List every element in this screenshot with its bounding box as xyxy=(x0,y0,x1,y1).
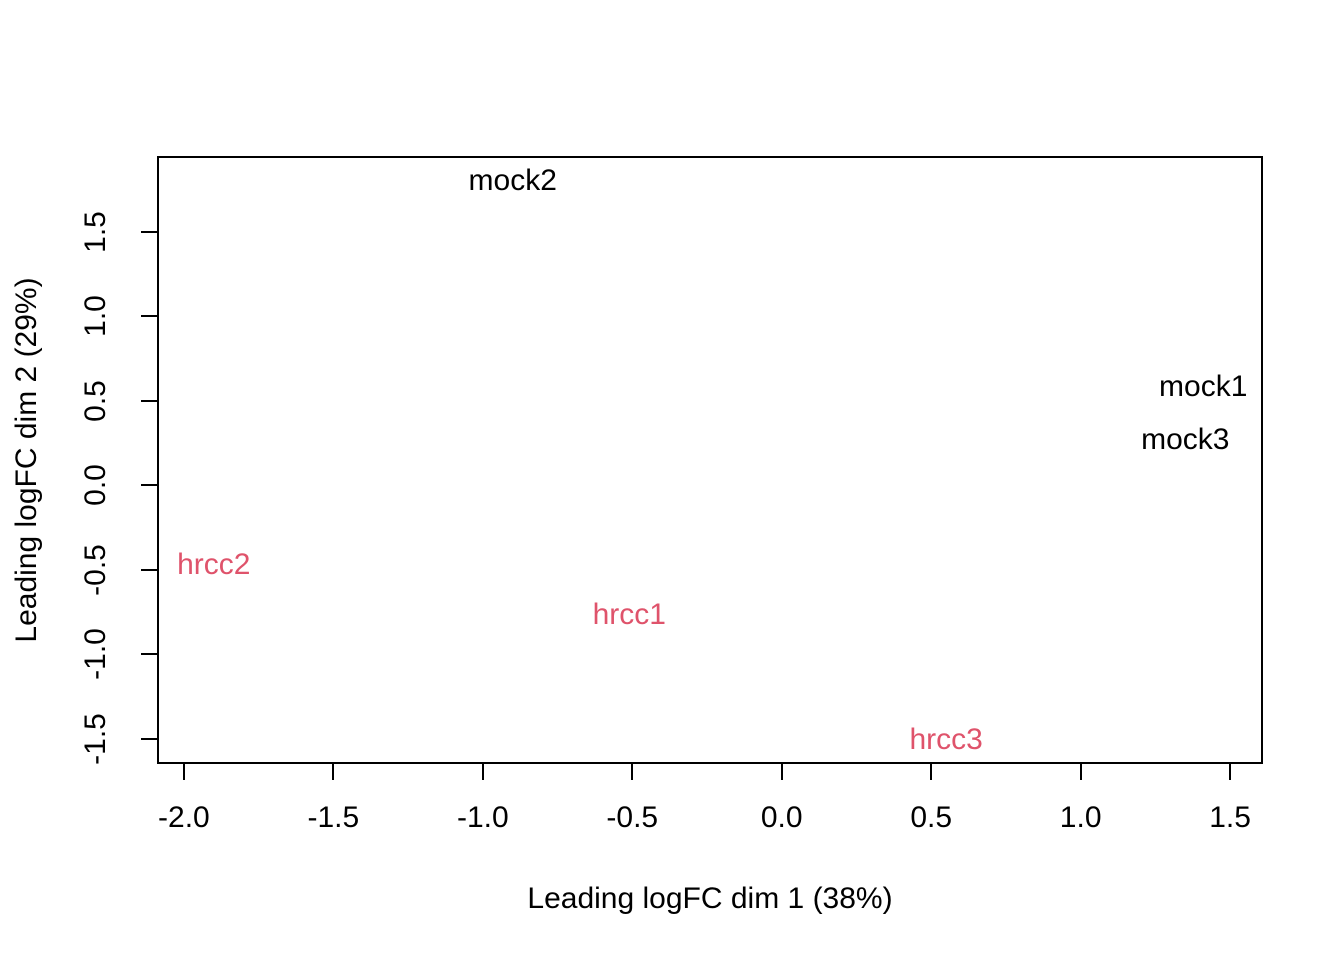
x-axis-tick-label: -1.0 xyxy=(456,801,509,834)
x-axis-tick xyxy=(780,764,783,780)
x-axis-tick-label: -2.0 xyxy=(158,801,210,834)
y-axis-tick-label: 0.0 xyxy=(79,464,112,507)
sample-label-hrcc1: hrcc1 xyxy=(592,598,666,632)
y-axis-tick xyxy=(141,231,157,233)
y-axis-tick-label: 0.5 xyxy=(79,380,112,422)
y-axis-tick xyxy=(141,484,157,487)
y-axis-tick-label: -1.5 xyxy=(79,712,112,765)
y-axis-tick-label: -1.0 xyxy=(79,628,112,681)
x-axis-title: Leading logFC dim 1 (38%) xyxy=(527,882,893,915)
y-axis-tick xyxy=(141,399,157,402)
x-axis-tick xyxy=(631,764,634,780)
y-axis-tick xyxy=(141,737,157,740)
y-axis-tick-label: 1.0 xyxy=(79,295,112,338)
x-axis-tick-label: 0.5 xyxy=(910,801,953,834)
sample-label-mock2: mock2 xyxy=(468,164,557,198)
x-axis-tick xyxy=(182,764,185,780)
x-axis-tick xyxy=(332,764,335,780)
sample-label-hrcc3: hrcc3 xyxy=(909,723,983,757)
x-axis-tick-label: 1.0 xyxy=(1059,801,1102,834)
x-axis-tick xyxy=(481,764,484,780)
plot-area xyxy=(157,156,1263,764)
y-axis-tick xyxy=(141,653,157,656)
y-axis-tick-label: 1.5 xyxy=(79,211,112,253)
y-axis-tick xyxy=(141,315,157,318)
x-axis-tick xyxy=(930,764,933,780)
x-axis-tick-label: 0.0 xyxy=(760,801,803,834)
x-axis-tick-label: -0.5 xyxy=(606,801,659,834)
sample-label-hrcc2: hrcc2 xyxy=(177,547,251,581)
sample-label-mock1: mock1 xyxy=(1159,370,1248,404)
x-axis-tick xyxy=(1079,764,1082,780)
x-axis-tick-label: -1.5 xyxy=(307,801,360,834)
x-axis-tick-label: 1.5 xyxy=(1209,801,1251,834)
sample-label-mock3: mock3 xyxy=(1141,422,1230,456)
y-axis-tick-label: -0.5 xyxy=(79,543,112,596)
x-axis-tick xyxy=(1229,764,1232,780)
y-axis-tick xyxy=(141,568,157,571)
y-axis-title: Leading logFC dim 2 (29%) xyxy=(10,277,43,643)
